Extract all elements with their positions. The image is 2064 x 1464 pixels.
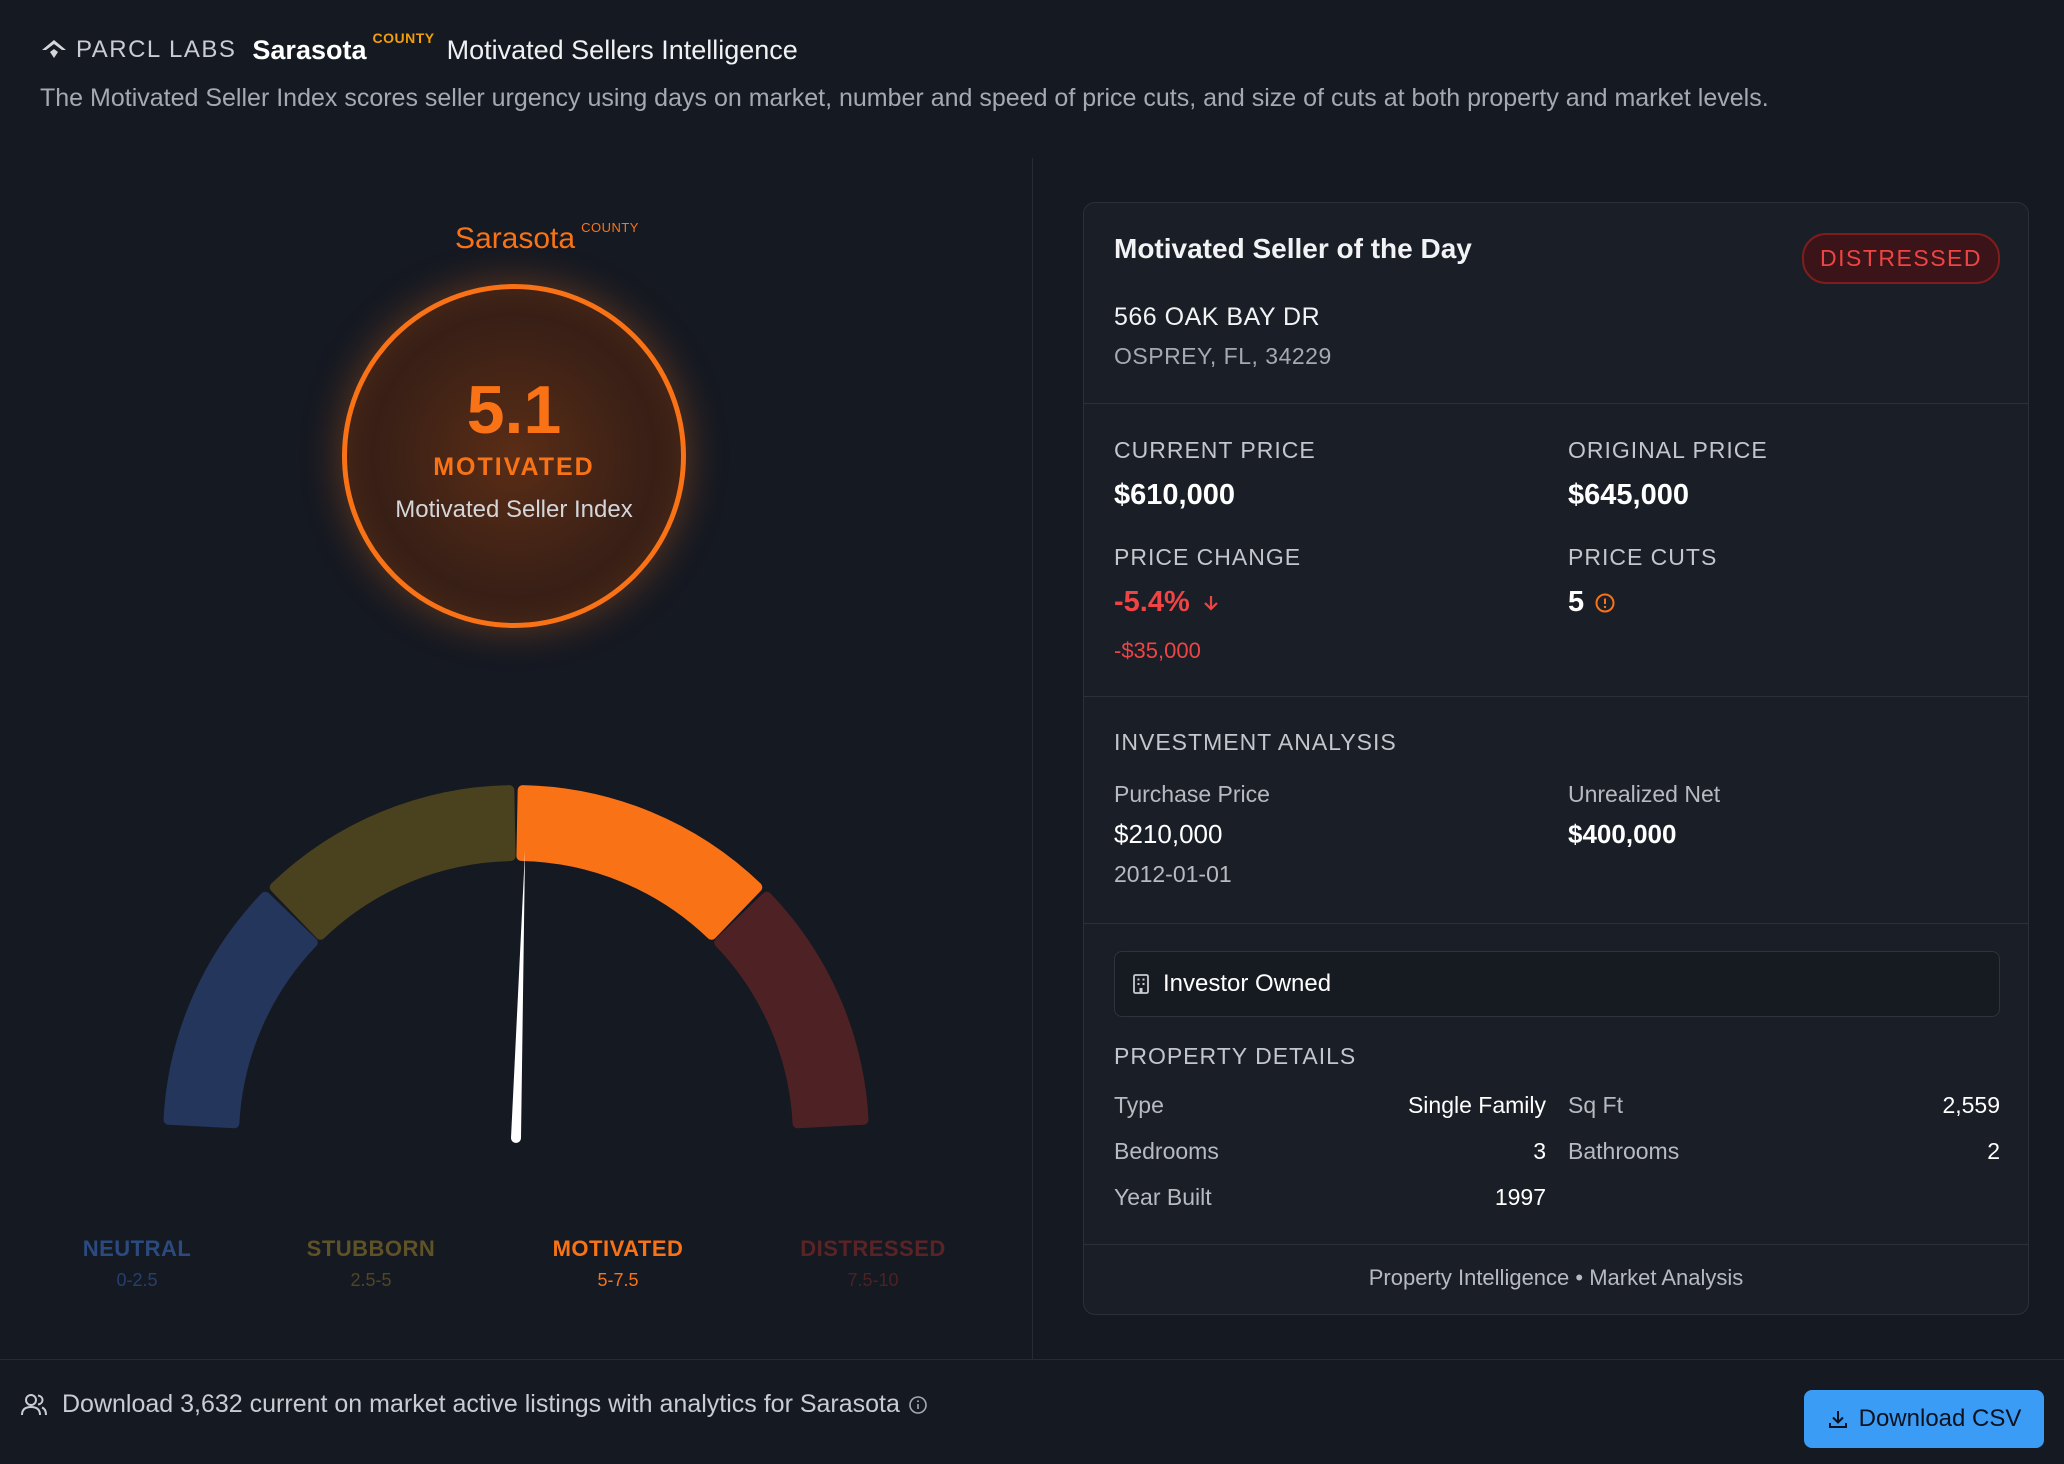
detail-label: Bathrooms <box>1568 1138 1680 1164</box>
download-csv-button[interactable]: Download CSV <box>1804 1390 2044 1448</box>
unrealized-net-label: Unrealized Net <box>1568 781 1721 807</box>
band-range: 0-2.5 <box>116 1270 158 1290</box>
header-region-name: Sarasota <box>252 34 367 65</box>
title-row: PARCL LABS Sarasota COUNTY Motivated Sell… <box>40 30 2020 70</box>
detail-value: 1997 <box>1494 1184 1546 1210</box>
purchase-date: 2012-01-01 <box>1114 861 1232 887</box>
gauge-band-distressed <box>714 891 869 1129</box>
purchase-price-value: $210,000 <box>1114 819 1223 849</box>
gauge-bands <box>163 785 869 1129</box>
owner-type-text: Investor Owned <box>1163 970 1332 997</box>
band-stubborn: STUBBORN 2.5-5 <box>271 1236 471 1291</box>
parcl-logo-icon <box>42 40 66 58</box>
price-change: -5.4% <box>1114 586 1222 619</box>
band-neutral: NEUTRAL 0-2.5 <box>37 1236 237 1291</box>
detail-value: Single Family <box>1407 1092 1546 1118</box>
card-footer: Property Intelligence • Market Analysis <box>1368 1265 1744 1290</box>
building-icon <box>1133 974 1149 994</box>
header-region-type: COUNTY <box>372 29 435 46</box>
card-divider <box>1084 923 2028 924</box>
detail-label: Year Built <box>1114 1184 1212 1210</box>
detail-bedrooms: Bedrooms 3 <box>1114 1138 1546 1165</box>
detail-value: 3 <box>1533 1138 1546 1164</box>
price-change-amount: -$35,000 <box>1114 638 1201 663</box>
band-range: 5-7.5 <box>597 1270 639 1290</box>
investment-analysis-label: INVESTMENT ANALYSIS <box>1114 729 1397 755</box>
gauge-band-stubborn <box>269 785 516 940</box>
card-title: Motivated Seller of the Day <box>1114 233 1472 264</box>
detail-value: 2,559 <box>1942 1092 2000 1118</box>
original-price-label: ORIGINAL PRICE <box>1568 437 1768 463</box>
status-badge: DISTRESSED <box>1802 233 2000 284</box>
band-name: STUBBORN <box>306 1236 436 1261</box>
users-icon <box>21 1393 47 1415</box>
download-info: Download 3,632 current on market active … <box>20 1390 928 1419</box>
card-divider <box>1084 1244 2028 1245</box>
property-details-label: PROPERTY DETAILS <box>1114 1043 1357 1069</box>
download-info-text: Download 3,632 current on market active … <box>62 1390 900 1418</box>
current-price-value: $610,000 <box>1114 479 1235 511</box>
app-title: Motivated Sellers Intelligence <box>446 34 798 65</box>
unrealized-net-value: $400,000 <box>1568 819 1677 849</box>
alert-circle-icon[interactable] <box>1594 592 1616 614</box>
band-range: 7.5-10 <box>847 1270 899 1290</box>
price-cuts: 5 <box>1568 586 1616 619</box>
band-name: NEUTRAL <box>82 1236 192 1261</box>
page-header: PARCL LABS Sarasota COUNTY Motivated Sell… <box>40 30 2020 113</box>
detail-label: Sq Ft <box>1568 1092 1623 1118</box>
motivated-seller-gauge <box>163 785 869 1143</box>
gauge-needle-pointer <box>511 850 526 1139</box>
card-divider <box>1084 403 2028 404</box>
parcl-labs-logo[interactable]: PARCL LABS <box>40 36 236 64</box>
info-icon[interactable] <box>908 1395 928 1415</box>
detail-type: Type Single Family <box>1114 1092 1546 1119</box>
arrow-down-icon <box>1203 595 1218 611</box>
owner-type-box: Investor Owned <box>1114 951 2000 1017</box>
footer-divider <box>0 1359 2064 1360</box>
gauge-region-label: Sarasota COUNTY <box>455 220 639 256</box>
score-circle: 5.1 MOTIVATED Motivated Seller Index <box>342 284 686 628</box>
detail-value: 2 <box>1987 1138 2000 1164</box>
page-description: The Motivated Seller Index scores seller… <box>40 84 1769 112</box>
gauge-region-type: COUNTY <box>581 220 639 235</box>
detail-year-built: Year Built 1997 <box>1114 1184 1546 1211</box>
gauge-needle-hub <box>511 1133 521 1143</box>
gauge-band-motivated <box>516 785 763 940</box>
card-divider <box>1084 696 2028 697</box>
detail-label: Type <box>1114 1092 1164 1118</box>
band-distressed: DISTRESSED 7.5-10 <box>773 1236 973 1291</box>
address-street: 566 OAK BAY DR <box>1114 303 1321 331</box>
band-name: DISTRESSED <box>800 1236 946 1261</box>
header-region: Sarasota COUNTY <box>252 30 434 66</box>
purchase-price-label: Purchase Price <box>1114 781 1270 807</box>
download-icon <box>1828 1411 1847 1428</box>
address-city: OSPREY, FL, 34229 <box>1114 343 1332 369</box>
price-change-label: PRICE CHANGE <box>1114 544 1302 570</box>
detail-sqft: Sq Ft 2,559 <box>1568 1092 2000 1119</box>
seller-of-the-day-card: Motivated Seller of the Day DISTRESSED 5… <box>1083 202 2029 1315</box>
band-range: 2.5-5 <box>350 1270 392 1290</box>
original-price-value: $645,000 <box>1568 479 1689 511</box>
score-value: 5.1 <box>466 371 562 448</box>
gauge-needle <box>511 850 526 1143</box>
detail-label: Bedrooms <box>1114 1138 1219 1164</box>
panel-divider <box>1032 158 1033 1360</box>
band-name: MOTIVATED <box>552 1236 684 1261</box>
download-csv-label: Download CSV <box>1858 1405 2022 1432</box>
gauge-region-name: Sarasota <box>455 222 576 255</box>
price-cuts-label: PRICE CUTS <box>1568 544 1718 570</box>
detail-bathrooms: Bathrooms 2 <box>1568 1138 2000 1165</box>
score-state: MOTIVATED <box>433 452 595 481</box>
logo-text: PARCL LABS <box>76 36 237 63</box>
price-cuts-value: 5 <box>1568 586 1585 618</box>
band-motivated: MOTIVATED 5-7.5 <box>518 1236 718 1291</box>
score-label: Motivated Seller Index <box>395 495 633 523</box>
gauge-band-neutral <box>163 891 318 1129</box>
current-price-label: CURRENT PRICE <box>1114 437 1316 463</box>
price-change-value: -5.4% <box>1114 586 1190 618</box>
